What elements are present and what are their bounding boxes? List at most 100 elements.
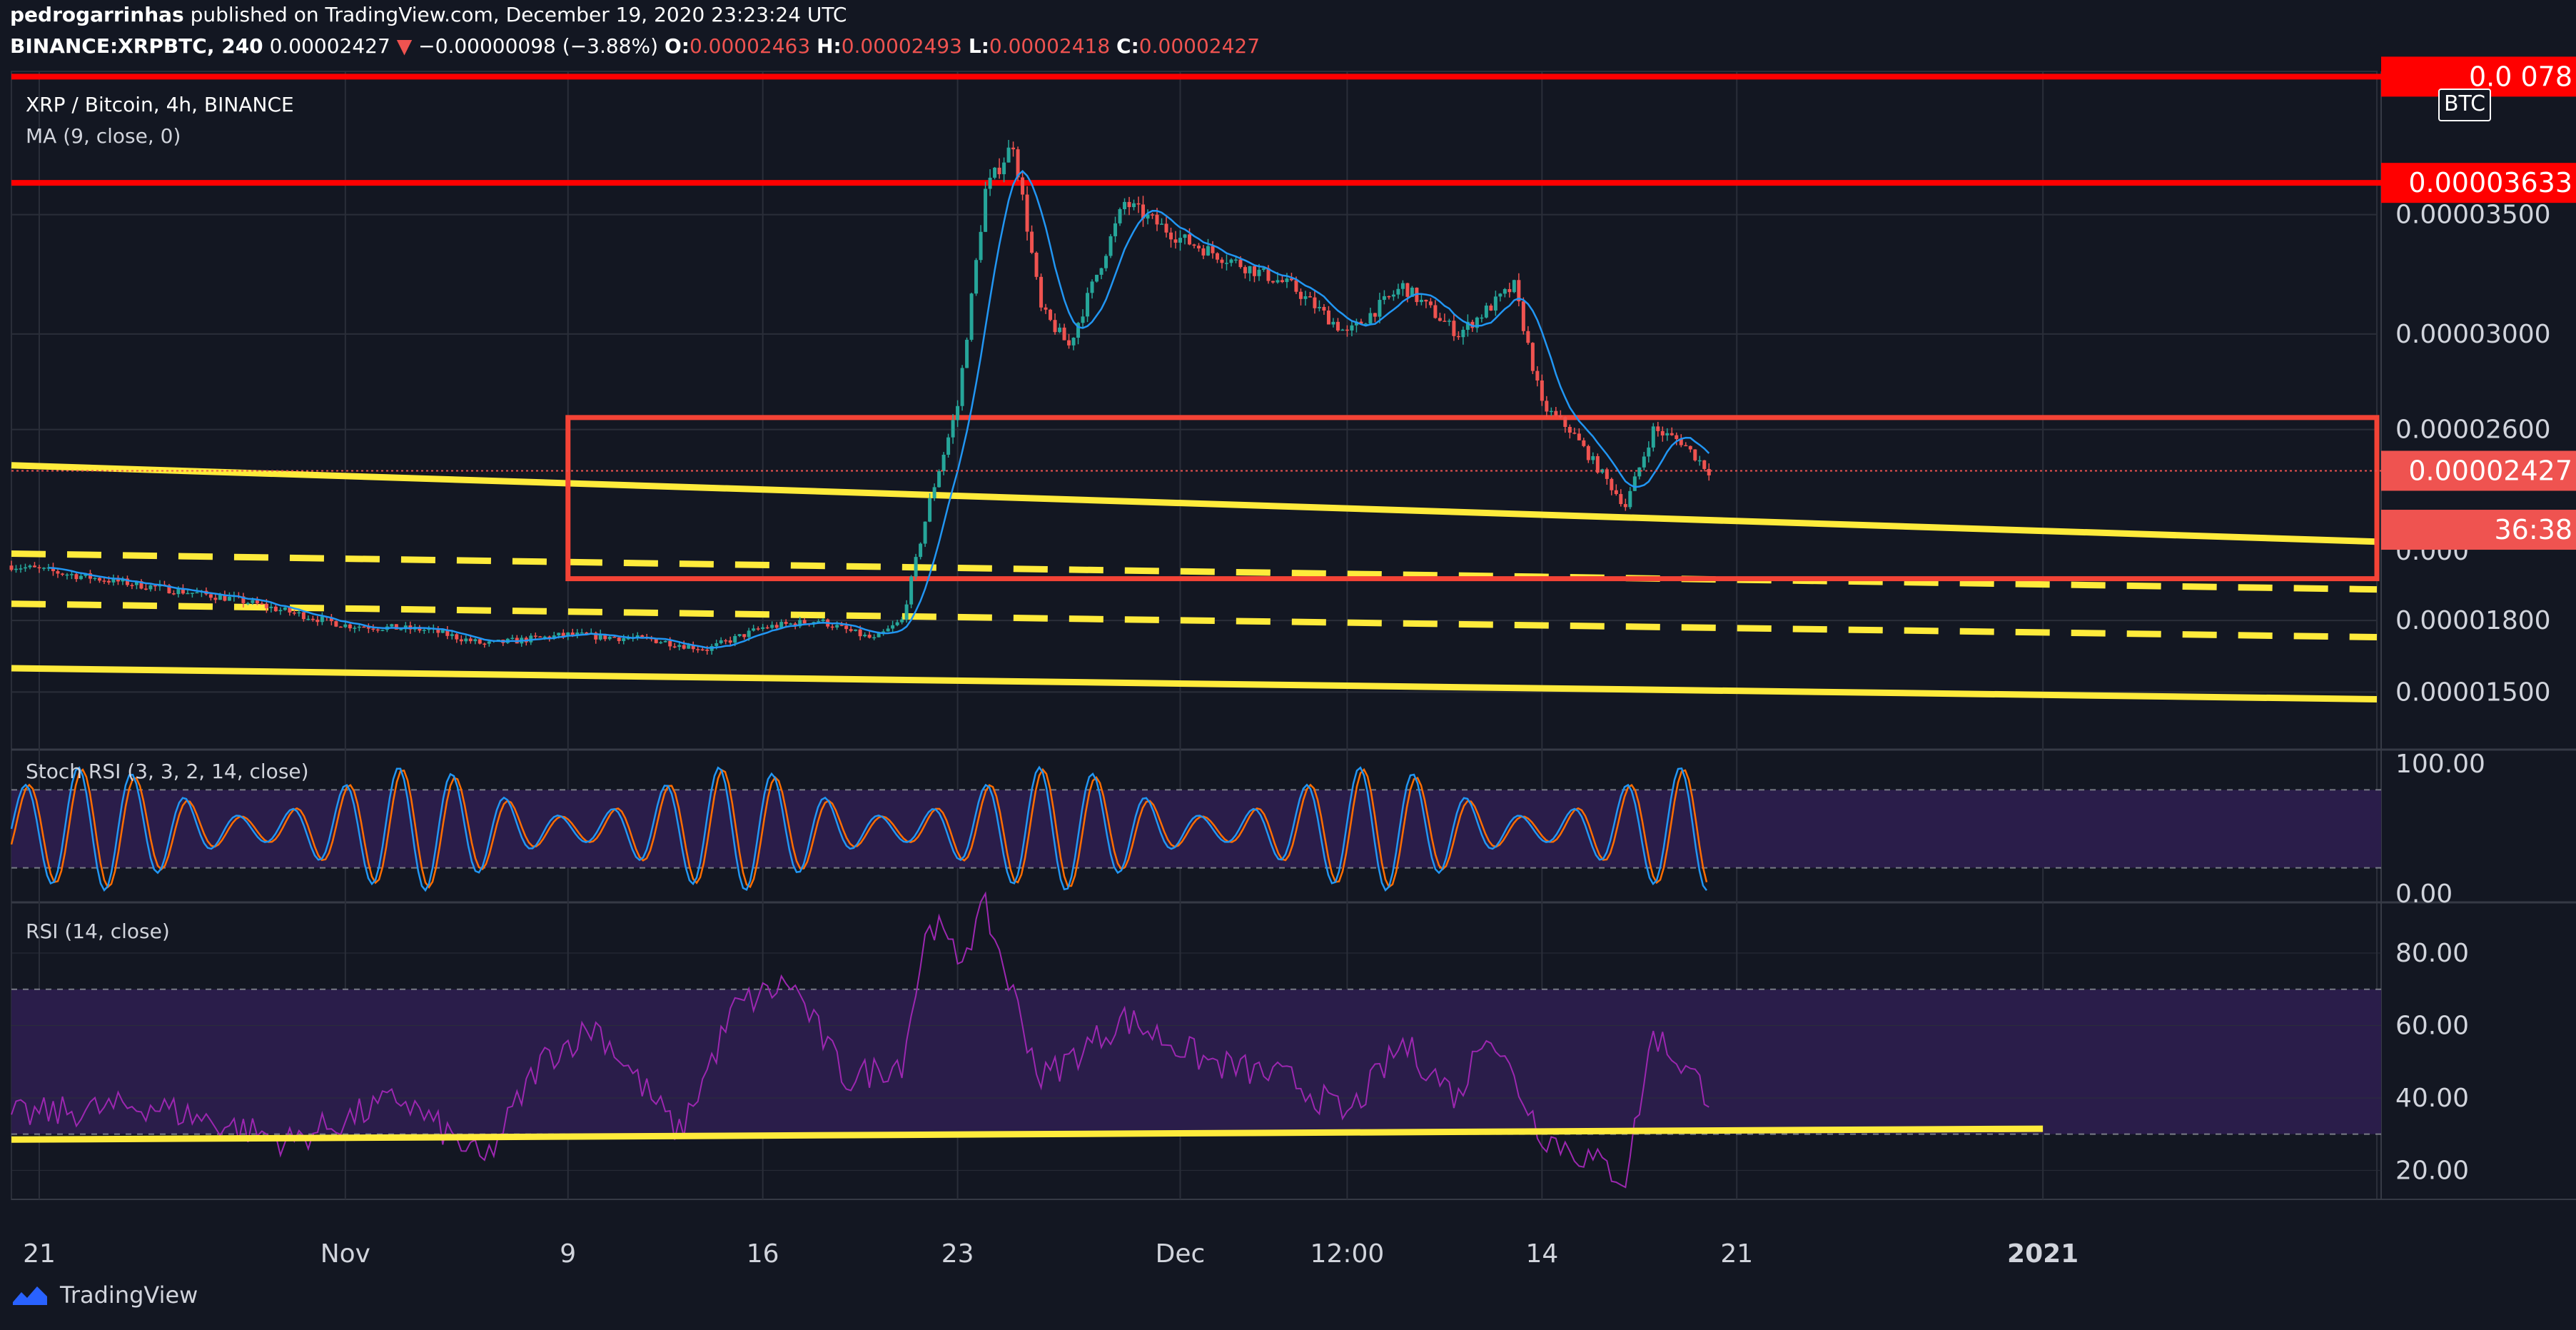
candle-body [691,645,695,650]
trendline-dashed [11,550,2378,593]
candle-body [737,634,742,636]
candle-body [1243,267,1247,273]
high-value: 0.00002493 [841,34,962,58]
candle-body [1697,460,1702,462]
candle-body [904,604,909,620]
candle-body [1322,306,1326,311]
x-tick-label: Nov [320,1239,370,1269]
candle-body [143,588,148,590]
candle-body [14,568,18,570]
candle-body [1136,203,1141,205]
candle-body [1572,433,1577,434]
candle-body [106,580,111,583]
candle-body [246,603,250,605]
candle-body [241,596,246,603]
candle-body [46,567,51,569]
price-badge-text: 0.00003633 [2408,167,2572,198]
candle-body [1521,301,1525,331]
candle-body [1489,306,1493,311]
candle-body [858,629,862,637]
candle-body [1113,223,1118,236]
candle-body [1619,494,1623,505]
candle-body [914,557,918,577]
candle-body [682,645,686,649]
candle-body [993,167,997,178]
candle-body [923,521,927,544]
candle-body [984,188,988,232]
candle-body [1146,214,1150,219]
candle-body [603,633,607,640]
last-price: 0.00002427 [269,34,390,58]
low-label: L: [968,34,989,58]
candle-body [390,624,394,627]
candle-body [1465,321,1470,330]
candle-body [74,574,79,580]
candle-body [450,634,454,636]
candle-body [626,638,630,640]
price-tick-label: 0.00002600 [2395,415,2551,445]
ma-label[interactable]: MA (9, close, 0) [26,124,181,148]
candle-body [1294,280,1298,292]
candle-body [1567,427,1572,433]
rsi-label[interactable]: RSI (14, close) [26,920,170,943]
tradingview-brand[interactable]: TradingView [60,1281,198,1309]
candle-body [1405,283,1410,297]
candle-body [422,630,426,631]
candle-body [357,626,361,628]
x-tick-label: 14 [1525,1239,1558,1269]
candle-body [1396,288,1400,295]
footer: TradingView [10,1281,198,1309]
trendline-solid [11,462,2378,545]
candle-body [607,636,612,640]
candle-body [1201,248,1206,256]
open-value: 0.00002463 [689,34,811,58]
candle-body [1062,327,1066,341]
candle-body [1382,296,1386,301]
candle-body [700,649,704,651]
candle-body [566,632,570,636]
candle-body [1554,410,1558,415]
stoch-rsi-label[interactable]: Stoch RSI (3, 3, 2, 14, close) [26,760,309,783]
candle-body [1493,296,1497,311]
currency-badge[interactable]: BTC [2438,89,2491,121]
candle-body [580,633,584,634]
candle-body [1141,204,1146,219]
candle-body [195,592,199,594]
candle-body [677,645,682,648]
candle-body [1206,246,1210,256]
candle-body [612,636,617,638]
rsi-band [11,989,2381,1134]
candle-body [1452,321,1456,336]
candle-body [659,642,663,644]
candle-body [320,616,324,623]
candle-body [849,629,853,631]
candle-body [937,471,941,488]
candle-body [1443,321,1447,322]
candle-body [1345,329,1349,331]
candle-body [1517,280,1521,302]
candle-body [1428,301,1433,306]
candle-body [557,633,561,636]
candle-body [1419,299,1423,303]
candle-body [1610,478,1614,490]
candle-body [375,629,380,631]
candle-body [23,567,27,569]
candle-body [835,625,839,628]
candle-body [362,626,366,628]
candle-body [1688,445,1692,450]
candle-body [733,635,737,643]
candle-body [1266,268,1271,281]
candle-body [69,574,74,575]
published-text: published on TradingView.com, December 1… [190,3,847,26]
candle-body [1053,320,1057,333]
candle-body [872,637,877,639]
candle-body [779,622,784,628]
candle-body [1656,426,1660,431]
candle-body [1248,266,1252,273]
candle-body [353,628,357,629]
publisher-name[interactable]: pedrogarrinhas [10,3,184,26]
candle-body [190,593,194,594]
price-badge-text: 36:38 [2494,514,2572,545]
candle-body [1326,310,1330,325]
